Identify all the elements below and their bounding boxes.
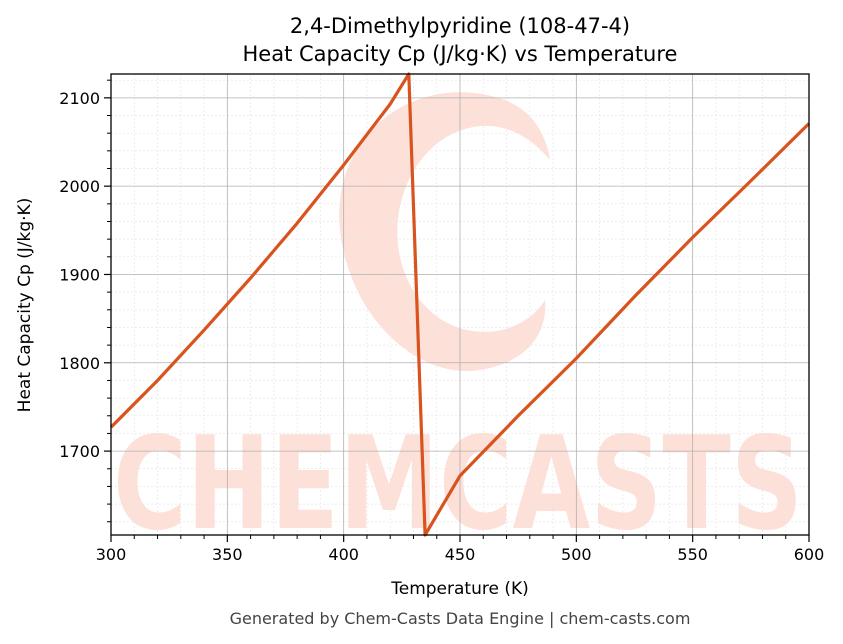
x-tick-label: 600 xyxy=(794,545,825,564)
y-axis-label: Heat Capacity Cp (J/kg·K) xyxy=(15,198,35,413)
x-tick-label: 350 xyxy=(212,545,243,564)
x-tick-label: 500 xyxy=(561,545,592,564)
plot-frame xyxy=(110,73,810,536)
y-tick-label: 1900 xyxy=(59,265,100,284)
series-line xyxy=(109,72,811,537)
chart-title: 2,4-Dimethylpyridine (108-47-4) xyxy=(290,14,630,38)
watermark-swoosh xyxy=(339,92,550,372)
footer-credit: Generated by Chem-Casts Data Engine | ch… xyxy=(230,609,691,628)
x-tick-label: 550 xyxy=(677,545,708,564)
watermark: CHEMCASTS xyxy=(113,92,803,559)
y-tick-label: 1700 xyxy=(59,442,100,461)
x-axis-ticks: 300 350 400 450 500 550 600 xyxy=(96,535,825,564)
watermark-text: CHEMCASTS xyxy=(113,410,803,559)
x-tick-label: 300 xyxy=(96,545,127,564)
y-tick-label: 1800 xyxy=(59,354,100,373)
x-tick-label: 400 xyxy=(328,545,359,564)
x-tick-label: 450 xyxy=(445,545,476,564)
chart-subtitle: Heat Capacity Cp (J/kg·K) vs Temperature xyxy=(243,42,678,66)
y-tick-label: 2100 xyxy=(59,89,100,108)
x-axis-label: Temperature (K) xyxy=(390,579,529,599)
y-tick-label: 2000 xyxy=(59,177,100,196)
y-axis-ticks: 1700 1800 1900 2000 2100 xyxy=(59,79,111,523)
